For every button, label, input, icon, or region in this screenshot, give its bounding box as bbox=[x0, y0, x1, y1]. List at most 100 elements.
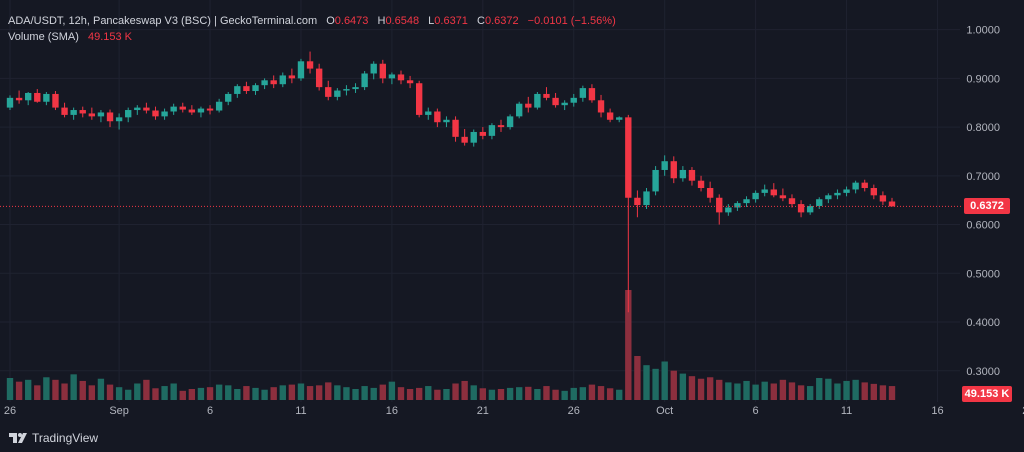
candle[interactable] bbox=[888, 197, 896, 207]
candle[interactable] bbox=[261, 78, 268, 90]
candle[interactable] bbox=[215, 98, 223, 113]
candle[interactable] bbox=[461, 129, 468, 146]
candle[interactable] bbox=[661, 155, 668, 176]
candle[interactable] bbox=[206, 105, 214, 115]
candle[interactable] bbox=[125, 107, 132, 123]
candle[interactable] bbox=[134, 105, 141, 115]
candle[interactable] bbox=[643, 188, 650, 209]
candle[interactable] bbox=[570, 93, 577, 107]
candle[interactable] bbox=[606, 108, 614, 123]
candle[interactable] bbox=[879, 191, 887, 206]
candle[interactable] bbox=[370, 61, 377, 80]
candle[interactable] bbox=[288, 68, 296, 84]
candle[interactable] bbox=[579, 85, 587, 102]
candle[interactable] bbox=[388, 72, 396, 85]
candle[interactable] bbox=[197, 106, 205, 118]
candle[interactable] bbox=[788, 194, 796, 208]
candle[interactable] bbox=[497, 119, 505, 132]
candle[interactable] bbox=[443, 116, 450, 128]
candle[interactable] bbox=[434, 108, 441, 128]
candle[interactable] bbox=[543, 87, 550, 101]
candle[interactable] bbox=[243, 81, 250, 94]
candle[interactable] bbox=[597, 94, 605, 118]
candle[interactable] bbox=[488, 123, 496, 140]
candle[interactable] bbox=[697, 175, 705, 192]
candle[interactable] bbox=[816, 197, 823, 209]
candle[interactable] bbox=[652, 166, 659, 196]
candle[interactable] bbox=[452, 116, 459, 142]
candle[interactable] bbox=[70, 107, 77, 120]
price-axis[interactable]: 1.0000 0.9000 0.8000 0.7000 0.6000 0.5000 0.40… bbox=[966, 25, 1000, 378]
candle[interactable] bbox=[161, 108, 168, 120]
candle[interactable] bbox=[588, 84, 596, 103]
tradingview-branding[interactable]: TradingView bbox=[8, 428, 98, 448]
candle[interactable] bbox=[670, 156, 677, 184]
candle[interactable] bbox=[43, 92, 50, 106]
candle[interactable] bbox=[734, 201, 741, 211]
candle[interactable] bbox=[825, 193, 832, 204]
candle[interactable] bbox=[315, 63, 323, 91]
candle[interactable] bbox=[352, 83, 359, 93]
symbol-title[interactable]: ADA/USDT, 12h, Pancakeswap V3 (BSC) | Ge… bbox=[8, 15, 318, 27]
candle[interactable] bbox=[15, 90, 23, 104]
candle[interactable] bbox=[279, 72, 286, 88]
candle[interactable] bbox=[61, 102, 68, 118]
candle[interactable] bbox=[379, 59, 386, 84]
candle[interactable] bbox=[34, 89, 41, 103]
candle[interactable] bbox=[479, 127, 487, 140]
candle[interactable] bbox=[552, 92, 559, 108]
candle[interactable] bbox=[679, 166, 687, 182]
candle[interactable] bbox=[6, 95, 14, 111]
candle[interactable] bbox=[688, 167, 696, 186]
candle[interactable] bbox=[716, 194, 723, 225]
candle[interactable] bbox=[506, 114, 514, 130]
candle[interactable] bbox=[25, 92, 32, 106]
candle[interactable] bbox=[743, 196, 750, 208]
volume-label[interactable]: Volume (SMA) bbox=[8, 31, 79, 43]
candle[interactable] bbox=[270, 75, 277, 89]
candle[interactable] bbox=[561, 100, 568, 111]
candle[interactable] bbox=[406, 75, 414, 89]
candle[interactable] bbox=[870, 184, 877, 200]
candle[interactable] bbox=[770, 183, 777, 198]
candle[interactable] bbox=[106, 109, 114, 128]
candle[interactable] bbox=[779, 188, 787, 202]
candle[interactable] bbox=[334, 88, 341, 101]
candle[interactable] bbox=[325, 80, 332, 101]
candle[interactable] bbox=[852, 180, 859, 194]
candle[interactable] bbox=[415, 80, 423, 118]
candle[interactable] bbox=[343, 85, 350, 96]
candle[interactable] bbox=[152, 106, 159, 120]
candle[interactable] bbox=[115, 113, 123, 130]
candle[interactable] bbox=[79, 106, 86, 118]
candle[interactable] bbox=[470, 129, 477, 147]
candle[interactable] bbox=[306, 51, 314, 74]
candle[interactable] bbox=[525, 96, 532, 113]
candle[interactable] bbox=[397, 70, 405, 85]
candle[interactable] bbox=[516, 101, 523, 119]
candle[interactable] bbox=[297, 58, 305, 81]
candle[interactable] bbox=[361, 71, 368, 91]
candle[interactable] bbox=[797, 200, 805, 218]
candle[interactable] bbox=[97, 110, 105, 123]
candle[interactable] bbox=[225, 92, 232, 106]
candle[interactable] bbox=[188, 105, 196, 115]
candle[interactable] bbox=[143, 102, 150, 114]
candle[interactable] bbox=[88, 107, 96, 120]
candle[interactable] bbox=[179, 102, 186, 113]
candle[interactable] bbox=[761, 184, 768, 197]
candle[interactable] bbox=[625, 114, 632, 313]
candle[interactable] bbox=[725, 204, 732, 216]
candle[interactable] bbox=[634, 190, 641, 218]
candle[interactable] bbox=[843, 186, 850, 197]
candle[interactable] bbox=[252, 83, 259, 95]
candle[interactable] bbox=[752, 190, 759, 203]
candle[interactable] bbox=[534, 92, 541, 110]
candle[interactable] bbox=[52, 91, 59, 111]
candle[interactable] bbox=[425, 107, 432, 120]
candle[interactable] bbox=[861, 179, 868, 192]
time-axis[interactable]: 26Sep611162126Oct611162126Nov bbox=[4, 405, 1024, 417]
candle[interactable] bbox=[806, 204, 814, 215]
candle[interactable] bbox=[616, 116, 623, 123]
